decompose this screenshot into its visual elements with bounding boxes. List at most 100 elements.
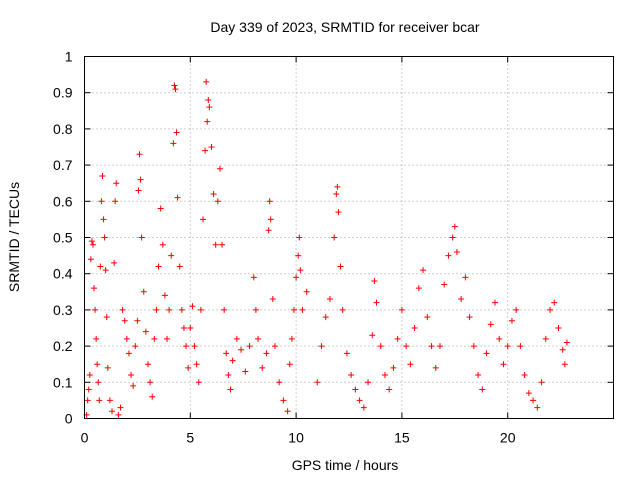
data-point [250,274,257,281]
data-point [119,306,126,313]
data-point [135,187,142,194]
data-point [91,285,98,292]
data-point [517,343,524,350]
data-point [210,191,217,198]
data-point [227,386,234,393]
x-tick-label: 15 [394,430,410,446]
data-point [407,361,414,368]
data-point [216,165,223,172]
data-point [561,361,568,368]
data-point [173,129,180,136]
data-point [212,241,219,248]
data-point [180,325,187,331]
data-point [128,372,135,379]
data-point [233,335,240,342]
y-tick-label: 0.5 [53,230,73,246]
data-point [103,314,110,321]
y-tick-label: 0.7 [53,157,73,173]
data-point [504,343,511,350]
data-point [178,306,185,313]
y-tick-labels: 0 0.1 0.2 0.3 0.4 0.5 0.6 0.7 0.8 0.9 1 [53,49,73,427]
data-point [299,306,306,313]
data-point [314,379,321,386]
data-point [159,241,166,248]
data-point [377,343,384,350]
data-point [475,372,482,379]
data-point [269,296,276,303]
data-point [104,364,111,371]
data-point [290,306,297,313]
data-point [542,335,549,342]
data-point [449,234,456,241]
data-point [365,379,372,386]
data-point [487,321,494,328]
data-point [111,259,118,266]
data-point [263,350,270,357]
data-point [246,343,253,350]
data-point [271,343,278,350]
data-point [161,292,168,299]
data-point [125,350,132,357]
data-point [221,306,228,313]
data-point [326,296,333,303]
data-point [296,234,303,241]
data-point [303,288,310,295]
data-point [335,209,342,216]
data-point [137,176,144,183]
data-point [403,343,410,350]
data-point [295,252,302,259]
data-point [86,372,93,379]
data-point [151,335,158,342]
data-point [219,241,226,248]
data-point [185,364,192,371]
y-axis-label: SRMTID / TECUs [6,182,22,292]
data-point [170,140,177,147]
data-point [470,343,477,350]
data-point [386,386,393,393]
y-tick-label: 0 [65,411,73,427]
data-point [500,361,507,368]
data-point [96,397,103,404]
data-point [432,364,439,371]
data-point [424,314,431,321]
data-point [343,350,350,357]
data-point [371,277,378,284]
data-point [155,263,162,270]
data-point [164,335,171,342]
data-point [334,183,341,190]
x-tick-label: 10 [288,430,304,446]
data-point [88,238,95,245]
data-point [284,408,291,415]
data-point [113,180,120,187]
data-point [106,397,113,404]
data-point [142,328,149,335]
data-point [453,248,460,255]
y-tick-label: 1 [65,49,73,65]
data-point [89,241,96,248]
data-point [144,361,151,368]
grid-lines [84,56,614,419]
data-point [420,267,427,274]
data-point [97,263,104,270]
data-point [521,372,528,379]
data-point [551,299,558,306]
data-point [297,267,304,274]
data-point [280,397,287,404]
data-point [197,306,204,313]
data-point [87,256,94,263]
data-point [225,372,232,379]
y-tick-label: 0.4 [53,266,73,282]
data-point [172,86,179,93]
data-point [331,234,338,241]
data-point [428,343,435,350]
data-point [191,343,198,350]
data-point [147,379,154,386]
data-point [286,361,293,368]
data-point [538,379,545,386]
data-point [195,379,202,386]
data-point [204,118,211,125]
data-point [360,404,367,411]
data-point [229,357,236,364]
data-point [157,205,164,212]
data-point [451,223,458,230]
